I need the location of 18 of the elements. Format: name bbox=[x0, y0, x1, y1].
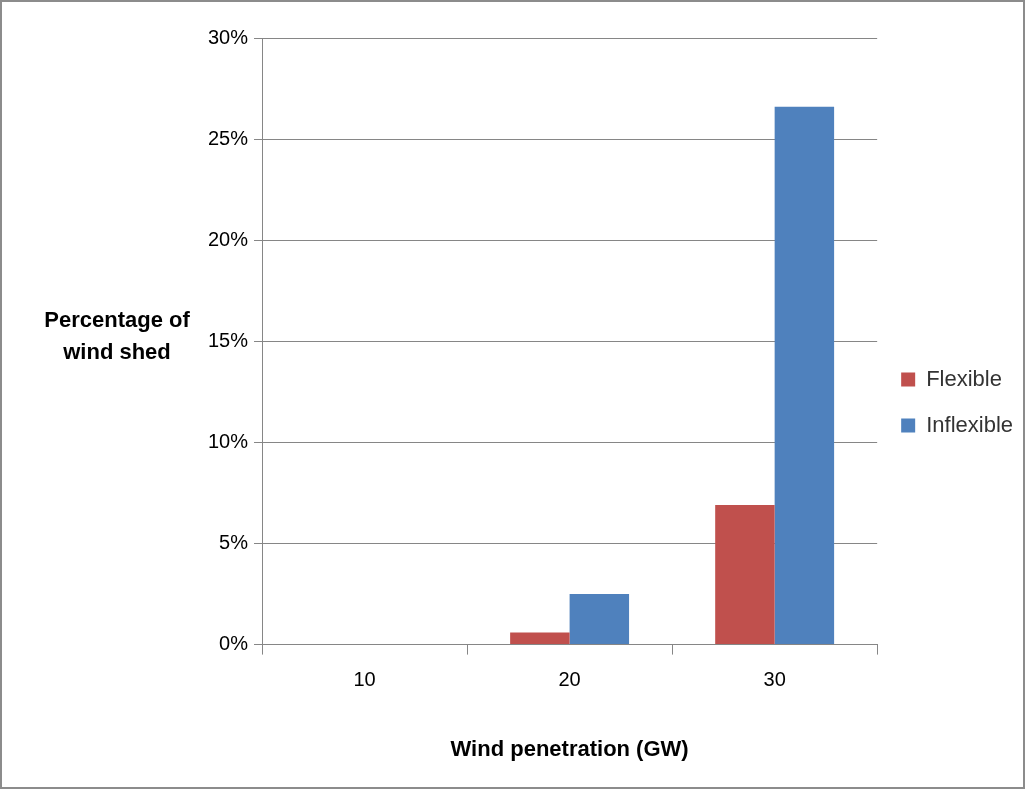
y-tick-label: 15% bbox=[208, 328, 249, 351]
y-tick-label: 10% bbox=[208, 429, 249, 452]
x-tick-label: 30 bbox=[763, 668, 786, 691]
y-tick-label: 5% bbox=[219, 531, 249, 554]
bar bbox=[569, 594, 630, 645]
bar bbox=[715, 505, 775, 645]
y-tick-label: 25% bbox=[208, 126, 249, 149]
x-tick-label: 20 bbox=[558, 668, 581, 691]
y-axis-title: Percentage of wind shed bbox=[43, 306, 191, 366]
bar bbox=[510, 632, 570, 645]
x-tick-label: 10 bbox=[353, 668, 376, 691]
y-tick-label: 0% bbox=[219, 632, 249, 655]
legend-label: Flexible bbox=[926, 365, 1002, 391]
y-tick-label: 30% bbox=[208, 25, 249, 48]
x-axis-title: Wind penetration (GW) bbox=[450, 735, 689, 761]
y-tick-label: 20% bbox=[208, 227, 249, 250]
legend-label: Inflexible bbox=[926, 411, 1014, 437]
bar bbox=[774, 106, 835, 645]
